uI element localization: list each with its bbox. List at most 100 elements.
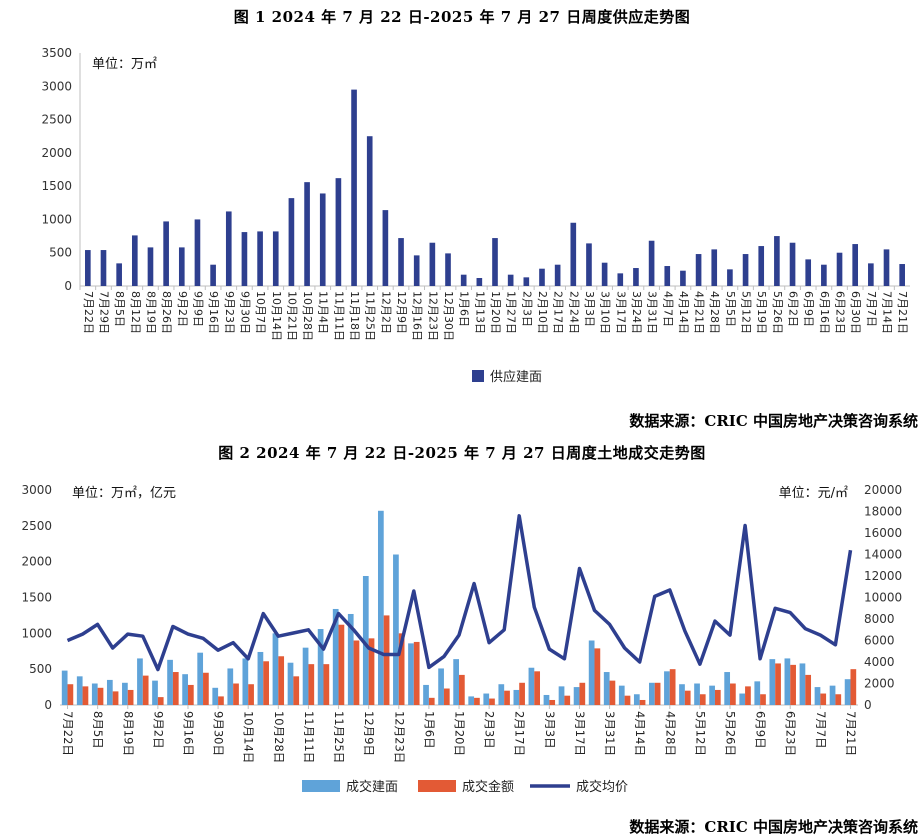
chart1-bar bbox=[523, 277, 530, 286]
chart2-bar-area bbox=[393, 554, 399, 705]
chart2-bar-amount bbox=[218, 696, 224, 705]
chart1-bar bbox=[147, 247, 154, 286]
chart1-x-tick-label: 12月23日 bbox=[426, 291, 439, 341]
chart2-bar-amount bbox=[850, 669, 857, 705]
chart1-x-tick-label: 1月6日 bbox=[458, 291, 471, 327]
chart2-bar-area bbox=[347, 613, 354, 705]
chart2-y-right-tick-label: 0 bbox=[864, 698, 872, 712]
chart2-bar-area bbox=[377, 510, 384, 705]
chart2-bar-amount bbox=[203, 672, 209, 705]
chart2-x-tick-label: 1月6日 bbox=[422, 711, 436, 749]
chart2-bar-amount bbox=[127, 689, 134, 705]
chart2-bar-amount bbox=[820, 693, 827, 705]
chart2-bar-area bbox=[287, 662, 294, 705]
chart1-y-tick-label: 3500 bbox=[41, 46, 72, 60]
chart2-bar-amount bbox=[187, 684, 194, 705]
chart1-x-tick-label: 4月28日 bbox=[708, 291, 721, 334]
chart2-bar-amount bbox=[157, 697, 164, 705]
chart2-y-right-tick-label: 14000 bbox=[864, 548, 902, 562]
chart2-x-tick-label: 4月28日 bbox=[663, 711, 677, 756]
chart1-bar bbox=[633, 268, 639, 286]
chart2-bar-area bbox=[227, 668, 234, 705]
chart2-bar-area bbox=[438, 668, 444, 705]
chart2-x-tick-label: 12月9日 bbox=[362, 711, 376, 756]
chart1-x-tick-label: 10月7日 bbox=[254, 291, 267, 334]
chart2-bar-amount bbox=[233, 683, 239, 705]
chart2-x-tick-label: 8月19日 bbox=[121, 711, 135, 756]
chart2-bar-amount bbox=[142, 675, 149, 705]
chart1-bar bbox=[257, 231, 263, 286]
chart1-x-tick-label: 5月26日 bbox=[771, 291, 784, 334]
chart1-unit-label: 单位：万㎡ bbox=[92, 57, 157, 72]
chart2-bar-amount bbox=[714, 689, 721, 705]
chart2-bar-amount bbox=[293, 676, 300, 705]
chart2-legend-swatch-area bbox=[302, 780, 340, 792]
chart1-x-tick-label: 12月9日 bbox=[395, 291, 408, 334]
chart2-bar-amount bbox=[519, 682, 525, 705]
chart2-bar-amount bbox=[549, 699, 556, 705]
chart2-bar-amount bbox=[609, 680, 616, 705]
chart1-bar bbox=[476, 278, 483, 286]
chart1-bar bbox=[210, 264, 216, 286]
chart1-y-tick-label: 3000 bbox=[41, 79, 72, 93]
chart1-x-tick-label: 5月19日 bbox=[755, 291, 768, 334]
chart2-y-right-tick-label: 4000 bbox=[864, 655, 895, 669]
chart1-bar bbox=[601, 262, 608, 286]
chart1-x-tick-label: 11月25日 bbox=[364, 291, 377, 341]
chart2-bar-amount bbox=[97, 687, 104, 705]
chart2-bar-area bbox=[332, 608, 339, 705]
chart2-bar-amount bbox=[594, 648, 601, 705]
chart1-x-tick-label: 6月30日 bbox=[849, 291, 862, 334]
chart2-bar-amount bbox=[263, 661, 269, 705]
chart2-y-left-tick-label: 2500 bbox=[21, 519, 52, 533]
chart1-x-tick-label: 1月13日 bbox=[473, 291, 486, 334]
chart2-bar-area bbox=[799, 663, 806, 705]
chart2-bar-area bbox=[513, 689, 520, 705]
chart1-bar bbox=[539, 268, 545, 286]
chart1-bar bbox=[695, 254, 702, 286]
chart2-bar-area bbox=[362, 576, 369, 705]
chart2-bar-area bbox=[152, 680, 158, 705]
chart2-legend-label-area: 成交建面 bbox=[346, 779, 398, 795]
chart1-bar bbox=[507, 274, 514, 286]
chart2-unit-label-right: 单位：元/㎡ bbox=[779, 486, 848, 501]
chart1-x-tick-label: 3月31日 bbox=[646, 291, 659, 334]
chart2-bar-amount bbox=[489, 698, 495, 705]
chart2-bar-area bbox=[453, 659, 459, 705]
chart1-x-tick-label: 3月17日 bbox=[614, 291, 627, 334]
chart2-x-tick-label: 3月31日 bbox=[603, 711, 617, 756]
chart1-x-tick-label: 2月10日 bbox=[536, 291, 549, 334]
chart1-bar bbox=[382, 210, 389, 286]
chart1-x-tick-label: 6月9日 bbox=[802, 291, 815, 327]
chart1-x-tick-label: 7月29日 bbox=[97, 291, 110, 334]
chart2-x-tick-label: 9月2日 bbox=[151, 711, 165, 749]
chart2-bar-area bbox=[543, 694, 550, 705]
chart2-bar-amount bbox=[383, 615, 390, 705]
chart2-bar-amount bbox=[398, 633, 405, 705]
chart2-x-tick-label: 9月30日 bbox=[212, 711, 226, 756]
chart2-x-tick-label: 8月5日 bbox=[91, 711, 105, 749]
chart2-y-left-tick-label: 1500 bbox=[21, 591, 52, 605]
chart1-x-tick-label: 6月2日 bbox=[787, 291, 800, 327]
chart2-y-right-tick-label: 18000 bbox=[864, 505, 902, 519]
chart1-legend-label: 供应建面 bbox=[490, 369, 542, 385]
chart2-bar-area bbox=[724, 672, 731, 705]
chart1-x-tick-label: 1月20日 bbox=[489, 291, 502, 334]
chart2-bar-area bbox=[483, 693, 490, 705]
chart2-bar-amount bbox=[624, 695, 631, 705]
chart2-bar-area bbox=[257, 651, 264, 705]
chart1-bar bbox=[445, 253, 451, 286]
chart2-y-left-tick-label: 1000 bbox=[21, 626, 52, 640]
chart2-bar-amount bbox=[368, 638, 375, 705]
chart1-x-tick-label: 9月23日 bbox=[223, 291, 236, 334]
chart1-x-tick-label: 11月4日 bbox=[317, 291, 330, 334]
chart1-x-tick-label: 3月24日 bbox=[630, 291, 643, 334]
chart1-bar bbox=[617, 273, 624, 286]
chart2-y-right-tick-label: 6000 bbox=[864, 634, 895, 648]
chart2-bar-area bbox=[468, 696, 475, 705]
chart2-bar-amount bbox=[474, 697, 480, 705]
chart2-bar-area bbox=[528, 667, 535, 705]
chart1-bar bbox=[116, 263, 122, 286]
chart2-bar-amount bbox=[654, 682, 661, 705]
chart2-y-right-tick-label: 20000 bbox=[864, 483, 902, 497]
